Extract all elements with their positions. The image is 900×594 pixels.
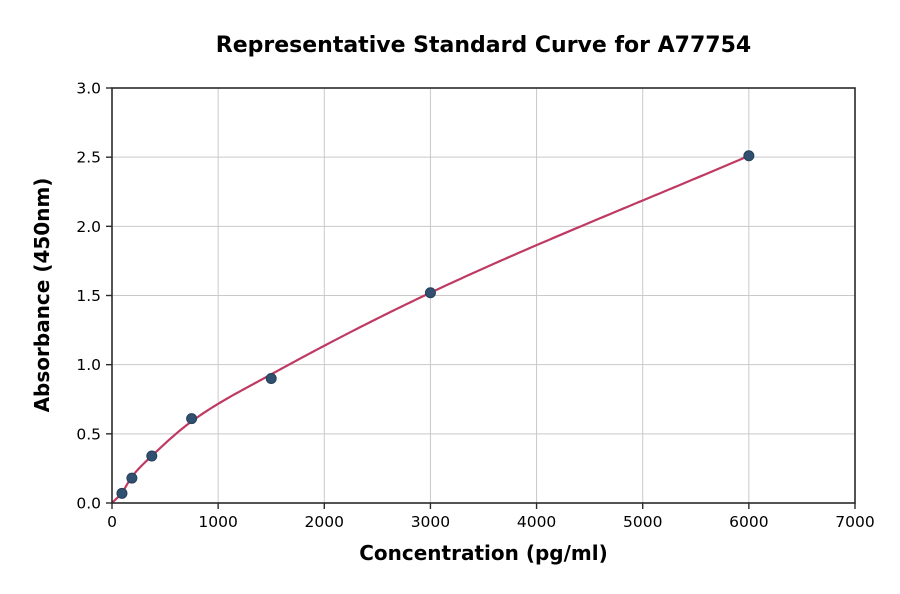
- data-point: [116, 487, 128, 499]
- x-axis-label: Concentration (pg/ml): [359, 541, 608, 565]
- y-tick-label: 0.0: [76, 495, 101, 513]
- data-point: [743, 150, 755, 162]
- data-point: [146, 450, 158, 462]
- y-tick-label: 2.0: [76, 218, 101, 236]
- x-tick-label: 0: [107, 513, 117, 531]
- chart-title: Representative Standard Curve for A77754: [215, 33, 752, 58]
- x-tick-label: 6000: [729, 513, 768, 531]
- y-tick-label: 0.5: [76, 425, 101, 443]
- data-point: [186, 413, 198, 425]
- x-tick-label: 2000: [305, 513, 344, 531]
- y-tick-label: 1.0: [76, 356, 101, 374]
- x-tick-label: 3000: [411, 513, 450, 531]
- x-tick-label: 4000: [517, 513, 556, 531]
- y-tick-label: 2.5: [76, 149, 101, 167]
- data-point: [424, 287, 436, 299]
- y-tick-label: 1.5: [76, 287, 101, 305]
- data-point: [265, 373, 277, 384]
- y-tick-label: 3.0: [76, 80, 101, 98]
- x-tick-label: 7000: [835, 513, 874, 531]
- data-point: [126, 472, 138, 484]
- x-tick-label: 5000: [623, 513, 662, 531]
- x-tick-label: 1000: [198, 513, 237, 531]
